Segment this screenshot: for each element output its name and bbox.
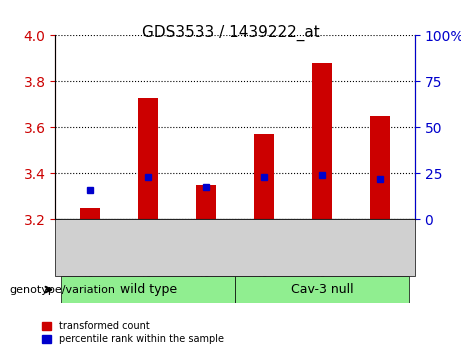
FancyBboxPatch shape — [119, 219, 177, 276]
FancyBboxPatch shape — [235, 276, 409, 303]
FancyBboxPatch shape — [61, 276, 235, 303]
FancyBboxPatch shape — [235, 219, 293, 276]
Text: GSM322722: GSM322722 — [375, 228, 385, 287]
Text: GDS3533 / 1439222_at: GDS3533 / 1439222_at — [142, 25, 319, 41]
Text: Cav-3 null: Cav-3 null — [291, 283, 354, 296]
Text: GSM322703: GSM322703 — [85, 228, 95, 287]
Text: genotype/variation: genotype/variation — [9, 285, 115, 295]
FancyBboxPatch shape — [293, 219, 351, 276]
Text: GSM322721: GSM322721 — [317, 228, 327, 287]
FancyBboxPatch shape — [351, 219, 409, 276]
FancyBboxPatch shape — [61, 219, 119, 276]
Bar — [254, 135, 274, 219]
Bar — [138, 98, 158, 219]
Bar — [370, 116, 390, 219]
Text: GSM322719: GSM322719 — [259, 228, 269, 287]
Text: GSM322717: GSM322717 — [143, 228, 153, 287]
Bar — [312, 63, 332, 219]
Bar — [196, 185, 216, 219]
Bar — [80, 208, 100, 219]
Legend: transformed count, percentile rank within the sample: transformed count, percentile rank withi… — [42, 321, 224, 344]
Text: GSM322718: GSM322718 — [201, 228, 211, 287]
Text: wild type: wild type — [119, 283, 177, 296]
FancyBboxPatch shape — [177, 219, 235, 276]
